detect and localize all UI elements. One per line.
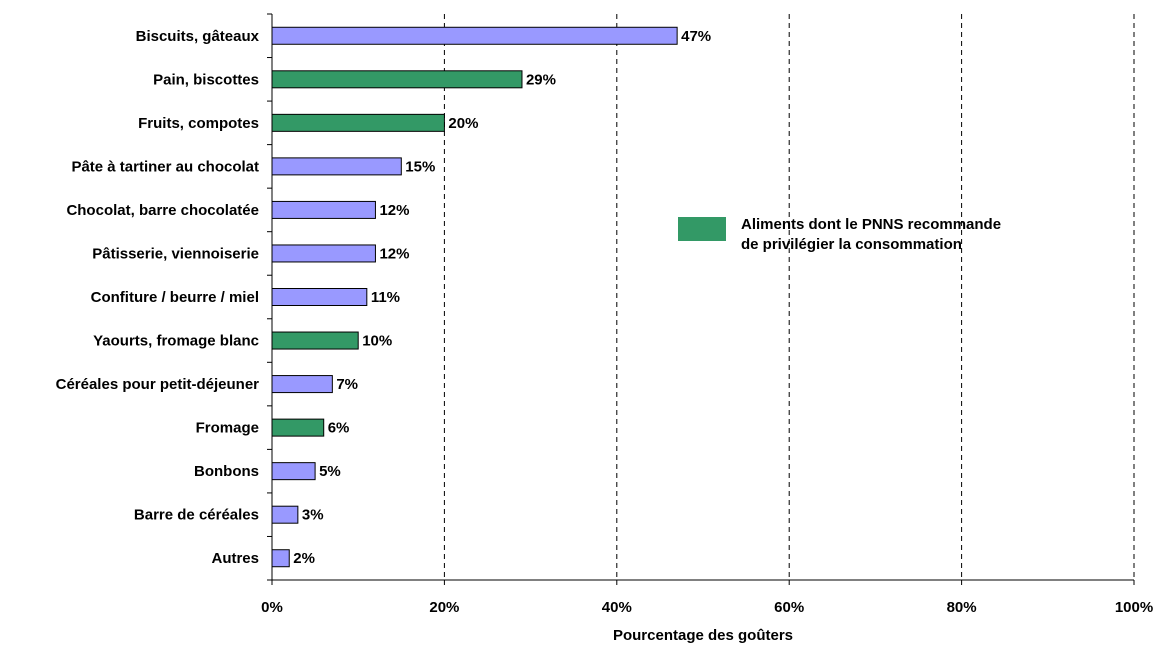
value-label-4: 12% [379, 202, 409, 219]
labels-layer: Biscuits, gâteaux 47% Pain, biscottes 29% Fr… [56, 28, 1154, 616]
x-axis-title: Pourcentage des goûters [613, 627, 793, 644]
legend-label-line-0: Aliments dont le PNNS recommande [741, 216, 1001, 233]
x-tick-label-60: 60% [774, 599, 804, 616]
bar-0 [271, 26, 678, 45]
bar-9 [271, 418, 325, 437]
category-label-9: Fromage [196, 420, 259, 437]
value-label-8: 7% [336, 376, 358, 393]
grid-layer [443, 14, 1135, 580]
legend: Aliments dont le PNNS recommande de privi… [678, 216, 1001, 253]
x-tick-label-100: 100% [1115, 599, 1153, 616]
category-label-2: Fruits, compotes [138, 115, 259, 132]
bar-2 [271, 113, 445, 132]
value-label-3: 15% [405, 158, 435, 175]
bar-6 [271, 288, 368, 306]
bar-11 [271, 505, 299, 524]
category-label-0: Biscuits, gâteaux [136, 28, 260, 45]
x-tick-label-40: 40% [602, 599, 632, 616]
category-label-1: Pain, biscottes [153, 71, 259, 88]
value-label-0: 47% [681, 28, 711, 45]
value-label-2: 20% [448, 115, 478, 132]
value-label-6: 11% [371, 289, 400, 306]
bar-8 [271, 375, 333, 394]
bar-3 [271, 157, 402, 176]
x-tick-label-80: 80% [947, 599, 977, 616]
bar-1 [271, 70, 523, 89]
value-label-7: 10% [362, 333, 392, 350]
x-tick-label-20: 20% [429, 599, 459, 616]
bars-layer [271, 26, 678, 568]
category-label-11: Barre de céréales [134, 507, 259, 524]
category-label-12: Autres [211, 550, 259, 567]
value-label-12: 2% [293, 550, 315, 567]
value-label-10: 5% [319, 463, 341, 480]
category-label-4: Chocolat, barre chocolatée [66, 202, 259, 219]
bar-7 [271, 331, 359, 350]
category-label-3: Pâte à tartiner au chocolat [71, 158, 259, 175]
bar-5 [271, 244, 376, 263]
x-tick-label-0: 0% [261, 599, 283, 616]
axis-layer [267, 13, 1135, 585]
category-label-6: Confiture / beurre / miel [91, 289, 259, 306]
bar-10 [271, 462, 316, 481]
legend-swatch [678, 217, 726, 241]
value-label-9: 6% [328, 420, 350, 437]
bar-4 [271, 200, 376, 219]
value-label-5: 12% [379, 245, 409, 262]
bar-12 [271, 549, 290, 568]
legend-label-line-1: de privilégier la consommation [741, 236, 962, 253]
value-label-1: 29% [526, 71, 556, 88]
value-label-11: 3% [302, 507, 324, 524]
category-label-10: Bonbons [194, 463, 259, 480]
category-label-7: Yaourts, fromage blanc [93, 333, 259, 350]
category-label-8: Céréales pour petit-déjeuner [56, 376, 260, 393]
category-label-5: Pâtisserie, viennoiserie [92, 245, 259, 262]
